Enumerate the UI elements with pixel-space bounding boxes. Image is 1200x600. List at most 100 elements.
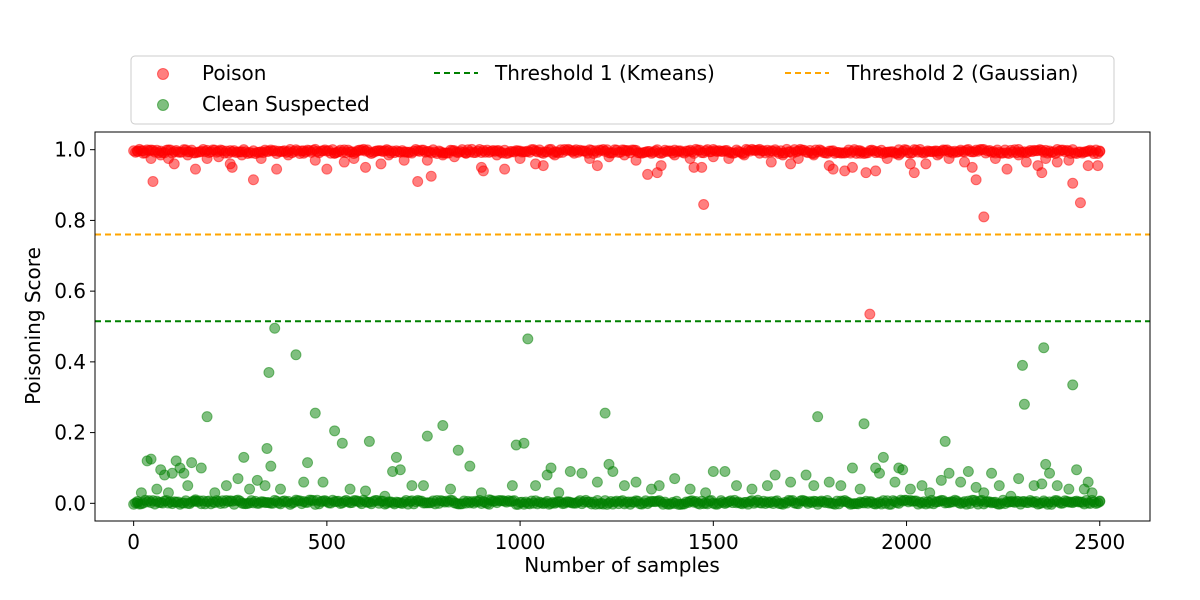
point-clean-suspected: [935, 474, 947, 486]
point-poison: [247, 174, 259, 186]
point-clean-suspected: [618, 480, 630, 492]
point-poison: [298, 147, 310, 159]
point-poison: [603, 151, 615, 163]
point-poison: [978, 211, 990, 223]
y-tick-label: 0.4: [54, 350, 86, 374]
point-poison: [707, 151, 719, 163]
point-poison: [1001, 163, 1013, 175]
point-poison: [309, 154, 321, 166]
point-clean-suspected: [452, 444, 464, 456]
point-poison: [655, 160, 667, 172]
point-clean-suspected: [599, 407, 611, 419]
point-clean-suspected: [993, 480, 1005, 492]
point-clean-suspected: [269, 322, 281, 334]
point-clean-suspected: [761, 480, 773, 492]
point-poison: [777, 149, 789, 161]
point-clean-suspected: [1063, 483, 1075, 495]
point-clean-suspected: [135, 487, 147, 499]
point-poison: [271, 163, 283, 175]
point-clean-suspected: [889, 476, 901, 488]
point-clean-suspected: [186, 457, 198, 469]
point-poison: [808, 149, 820, 161]
x-axis: 0 500 1000 1500 2000 2500: [127, 521, 1125, 554]
point-clean-suspected: [808, 480, 820, 492]
point-clean-suspected: [344, 483, 356, 495]
point-clean-suspected: [924, 487, 936, 499]
point-clean-suspected: [1071, 464, 1083, 476]
point-poison: [514, 153, 526, 165]
point-poison: [1067, 177, 1079, 189]
legend-label-threshold-1: Threshold 1 (Kmeans): [494, 61, 715, 85]
point-clean-suspected: [854, 483, 866, 495]
point-clean-suspected: [1018, 398, 1030, 410]
x-axis-label: Number of samples: [524, 553, 719, 577]
point-poison: [1036, 167, 1048, 179]
point-poison: [182, 149, 194, 161]
point-poison: [669, 149, 681, 161]
point-clean-suspected: [244, 483, 256, 495]
x-tick-label: 0: [127, 530, 140, 554]
point-clean-suspected: [394, 464, 406, 476]
point-clean-suspected: [1082, 476, 1094, 488]
point-poison: [989, 153, 1001, 165]
point-clean-suspected: [259, 480, 271, 492]
point-poison: [870, 165, 882, 177]
point-poison: [723, 153, 735, 165]
point-poison: [213, 151, 225, 163]
point-poison: [970, 174, 982, 186]
point-poison: [959, 156, 971, 168]
point-poison: [1082, 160, 1094, 172]
point-clean-suspected: [290, 349, 302, 361]
legend-box: [130, 55, 1115, 125]
point-poison: [549, 149, 561, 161]
point-clean-suspected: [162, 487, 174, 499]
point-clean-suspected: [1013, 473, 1025, 485]
point-clean-suspected: [1051, 480, 1063, 492]
point-clean-suspected: [182, 480, 194, 492]
point-clean-suspected: [653, 480, 665, 492]
point-poison: [966, 161, 978, 173]
y-axis: 0.0 0.2 0.4 0.6 0.8 1.0: [54, 138, 95, 515]
point-clean-suspected: [309, 407, 321, 419]
point-clean-suspected: [417, 480, 429, 492]
point-clean-suspected: [553, 487, 565, 499]
point-poison: [477, 165, 489, 177]
point-clean-suspected: [336, 437, 348, 449]
point-poison: [145, 153, 157, 165]
point-clean-suspected: [251, 474, 263, 486]
point-clean-suspected: [812, 411, 824, 423]
point-poison: [491, 149, 503, 161]
point-clean-suspected: [630, 476, 642, 488]
point-poison: [1051, 156, 1063, 168]
point-clean-suspected: [298, 476, 310, 488]
point-clean-suspected: [483, 494, 495, 506]
y-tick-label: 0.6: [54, 279, 86, 303]
point-poison: [738, 149, 750, 161]
point-poison: [375, 158, 387, 170]
point-poison: [425, 170, 437, 182]
point-poison: [1040, 153, 1052, 165]
point-poison: [1094, 145, 1106, 157]
point-poison: [437, 149, 449, 161]
point-poison: [338, 156, 350, 168]
point-poison: [168, 158, 180, 170]
point-poison: [236, 149, 248, 161]
point-clean-suspected: [518, 437, 530, 449]
point-clean-suspected: [700, 487, 712, 499]
point-poison: [931, 149, 943, 161]
point-clean-suspected: [970, 481, 982, 493]
point-clean-suspected: [445, 483, 457, 495]
point-clean-suspected: [360, 485, 372, 497]
point-poison: [864, 308, 876, 320]
legend-label-clean-suspected: Clean Suspected: [202, 92, 370, 116]
point-clean-suspected: [530, 480, 542, 492]
point-clean-suspected: [379, 490, 391, 502]
point-poison: [398, 154, 410, 166]
point-poison: [226, 161, 238, 173]
point-poison: [765, 156, 777, 168]
point-poison: [499, 163, 511, 175]
point-clean-suspected: [437, 420, 449, 432]
point-clean-suspected: [201, 411, 213, 423]
point-poison: [920, 158, 932, 170]
point-poison: [696, 161, 708, 173]
